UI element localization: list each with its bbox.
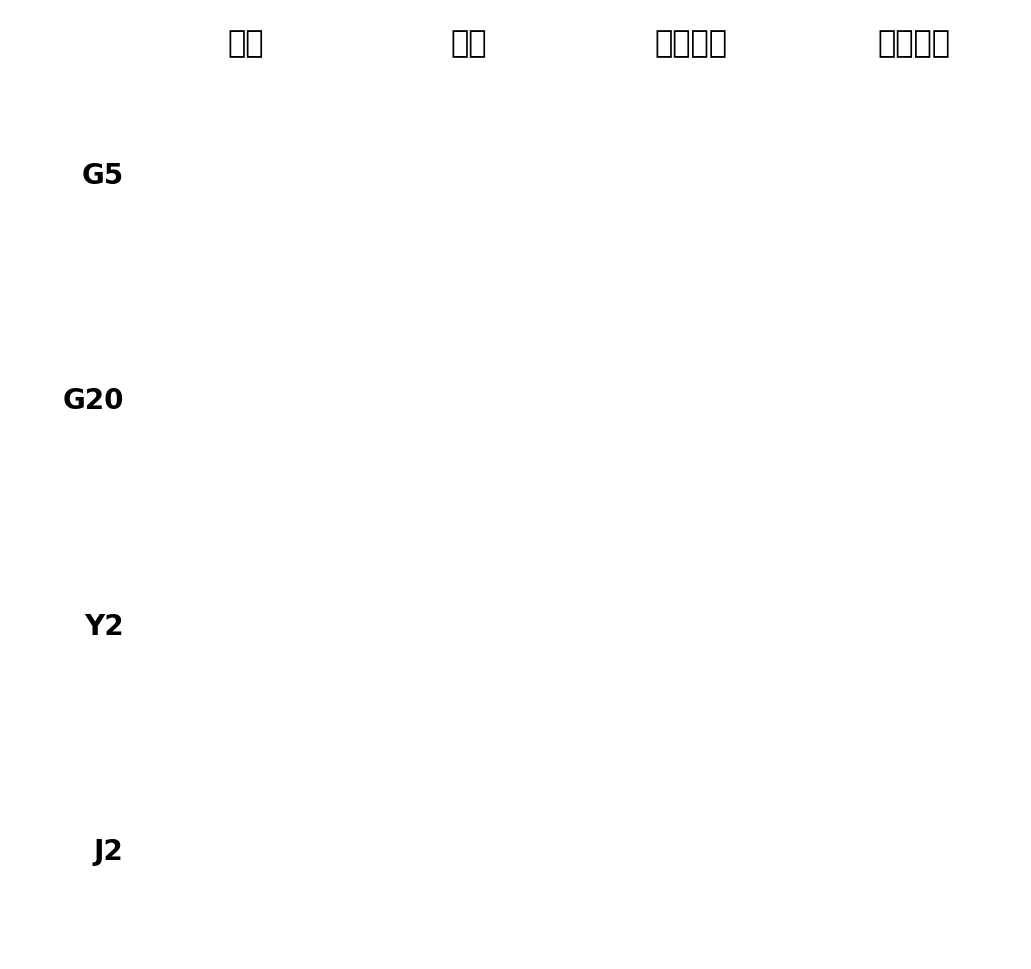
Polygon shape [812, 610, 936, 672]
Circle shape [272, 890, 286, 903]
Text: J2: J2 [94, 837, 124, 865]
Polygon shape [621, 385, 763, 455]
Text: 解鑂: 解鑂 [227, 29, 264, 58]
Circle shape [226, 892, 243, 910]
Polygon shape [598, 568, 785, 675]
Polygon shape [890, 616, 1005, 673]
Polygon shape [157, 607, 335, 694]
Polygon shape [849, 385, 982, 451]
Polygon shape [228, 825, 362, 892]
Polygon shape [611, 789, 771, 869]
Text: 解无机磷: 解无机磷 [877, 29, 951, 58]
Polygon shape [178, 317, 312, 383]
Text: G5: G5 [81, 162, 124, 190]
Polygon shape [845, 92, 986, 162]
Polygon shape [607, 610, 776, 694]
Circle shape [652, 829, 696, 874]
Text: 解有机磷: 解有机磷 [655, 29, 728, 58]
Text: Y2: Y2 [85, 612, 124, 641]
Polygon shape [130, 825, 263, 892]
Polygon shape [608, 96, 775, 175]
Polygon shape [593, 797, 789, 889]
Polygon shape [843, 856, 986, 923]
Text: 固氮: 固氮 [451, 29, 487, 58]
Polygon shape [849, 797, 982, 862]
Polygon shape [201, 378, 389, 473]
Circle shape [919, 869, 936, 888]
Polygon shape [103, 378, 290, 473]
Polygon shape [161, 122, 330, 204]
Text: G20: G20 [62, 387, 124, 415]
